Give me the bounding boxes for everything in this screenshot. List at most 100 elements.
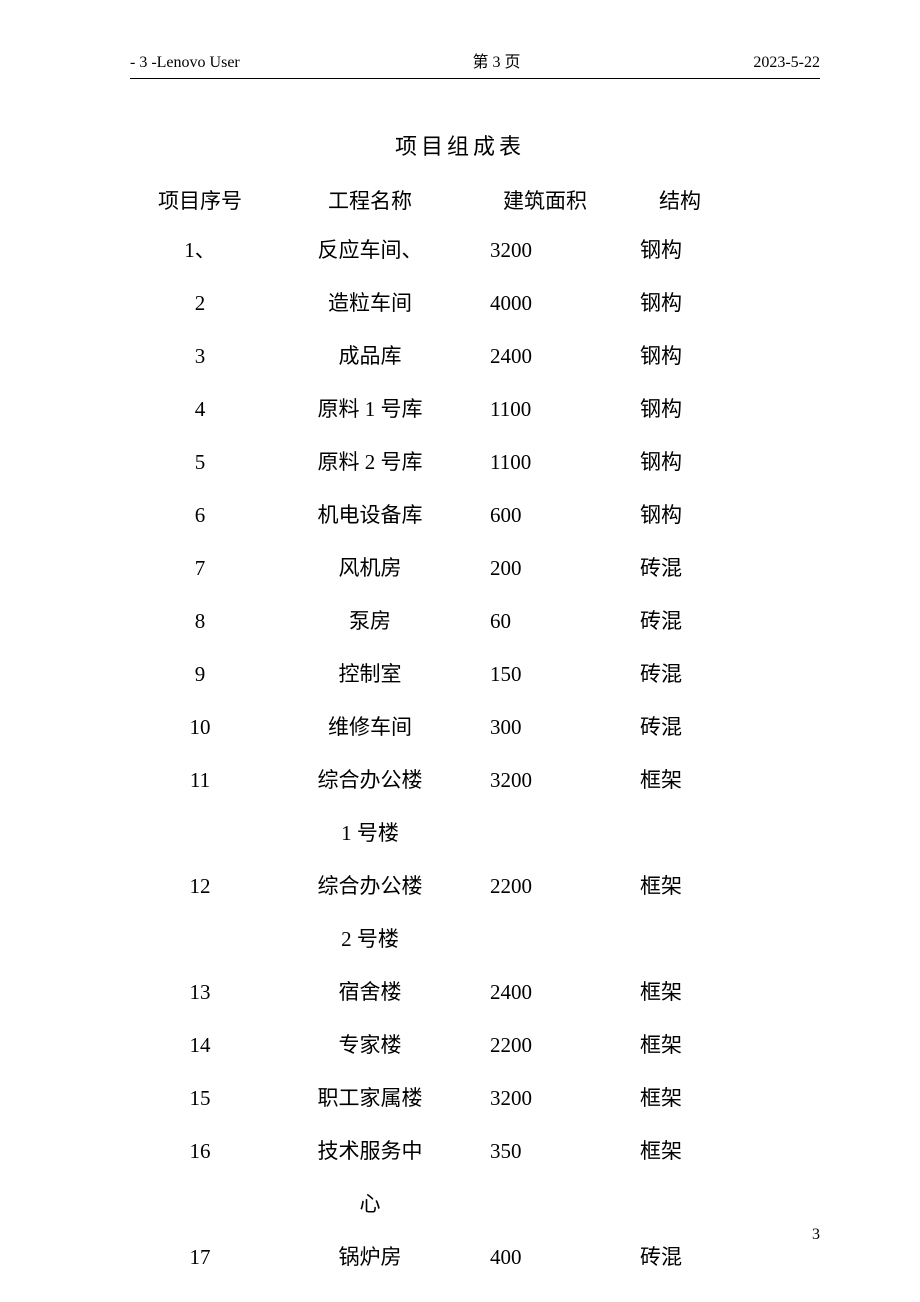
cell-seq: 7 <box>130 558 270 579</box>
cell-name: 反应车间、 <box>270 240 470 261</box>
cell-seq: 8 <box>130 611 270 632</box>
cell-seq-empty <box>130 929 270 950</box>
header-struct: 结构 <box>620 191 740 212</box>
table-row: 11综合办公楼3200框架 <box>130 770 790 791</box>
cell-area: 200 <box>470 558 620 579</box>
cell-struct: 钢构 <box>620 346 740 367</box>
cell-name: 控制室 <box>270 664 470 685</box>
cell-name: 原料 2 号库 <box>270 452 470 473</box>
page-header: - 3 -Lenovo User 第 3 页 2023-5-22 <box>130 0 820 79</box>
cell-struct: 框架 <box>620 1035 740 1056</box>
cell-struct: 砖混 <box>620 1247 740 1268</box>
cell-name: 锅炉房 <box>270 1247 470 1268</box>
cell-name: 机电设备库 <box>270 505 470 526</box>
cell-struct: 钢构 <box>620 293 740 314</box>
cell-area: 1100 <box>470 399 620 420</box>
cell-area: 3200 <box>470 240 620 261</box>
cell-seq-empty <box>130 1194 270 1215</box>
table-row: 3成品库2400钢构 <box>130 346 790 367</box>
cell-struct: 框架 <box>620 982 740 1003</box>
table-row: 16技术服务中350框架 <box>130 1141 790 1162</box>
cell-seq: 15 <box>130 1088 270 1109</box>
cell-struct: 框架 <box>620 1141 740 1162</box>
cell-seq: 11 <box>130 770 270 791</box>
header-name: 工程名称 <box>270 191 470 212</box>
cell-name: 宿舍楼 <box>270 982 470 1003</box>
cell-name: 成品库 <box>270 346 470 367</box>
cell-seq: 3 <box>130 346 270 367</box>
cell-struct: 砖混 <box>620 717 740 738</box>
cell-seq-empty <box>130 823 270 844</box>
cell-seq: 9 <box>130 664 270 685</box>
header-left-text: - 3 -Lenovo User <box>130 54 240 72</box>
cell-struct: 砖混 <box>620 611 740 632</box>
table-row: 7风机房200砖混 <box>130 558 790 579</box>
header-area: 建筑面积 <box>470 191 620 212</box>
table-row: 12综合办公楼2200框架 <box>130 876 790 897</box>
cell-name: 风机房 <box>270 558 470 579</box>
header-seq: 项目序号 <box>130 191 270 212</box>
cell-name: 泵房 <box>270 611 470 632</box>
cell-struct: 钢构 <box>620 452 740 473</box>
cell-area: 1100 <box>470 452 620 473</box>
table-row: 14专家楼2200框架 <box>130 1035 790 1056</box>
cell-area: 60 <box>470 611 620 632</box>
cell-seq: 6 <box>130 505 270 526</box>
cell-area: 2200 <box>470 876 620 897</box>
cell-seq: 12 <box>130 876 270 897</box>
cell-struct: 钢构 <box>620 399 740 420</box>
cell-area: 3200 <box>470 1088 620 1109</box>
project-table: 项目序号 工程名称 建筑面积 结构 1、反应车间、3200钢构 2造粒车间4000… <box>0 191 920 1268</box>
cell-struct-empty <box>620 1194 740 1215</box>
table-row: 8泵房60砖混 <box>130 611 790 632</box>
table-row-continuation: 2 号楼 <box>130 929 790 950</box>
cell-seq: 4 <box>130 399 270 420</box>
cell-struct-empty <box>620 929 740 950</box>
table-header-row: 项目序号 工程名称 建筑面积 结构 <box>130 191 790 212</box>
cell-name-line2: 心 <box>270 1194 470 1215</box>
table-row-continuation: 心 <box>130 1194 790 1215</box>
cell-area: 300 <box>470 717 620 738</box>
table-row: 9控制室150砖混 <box>130 664 790 685</box>
cell-area: 2400 <box>470 346 620 367</box>
cell-struct: 砖混 <box>620 664 740 685</box>
cell-seq: 16 <box>130 1141 270 1162</box>
cell-seq: 14 <box>130 1035 270 1056</box>
cell-area: 350 <box>470 1141 620 1162</box>
page-title: 项目组成表 <box>0 129 920 161</box>
header-right-date: 2023-5-22 <box>753 54 820 72</box>
cell-area-empty <box>470 1194 620 1215</box>
cell-struct: 框架 <box>620 876 740 897</box>
cell-area: 150 <box>470 664 620 685</box>
cell-name: 综合办公楼 <box>270 770 470 791</box>
cell-seq: 5 <box>130 452 270 473</box>
page-number: 3 <box>812 1226 820 1244</box>
cell-area-empty <box>470 823 620 844</box>
cell-struct: 砖混 <box>620 558 740 579</box>
cell-struct-empty <box>620 823 740 844</box>
cell-seq: 13 <box>130 982 270 1003</box>
cell-struct: 框架 <box>620 1088 740 1109</box>
cell-seq: 10 <box>130 717 270 738</box>
cell-name-line2: 1 号楼 <box>270 823 470 844</box>
header-center-text: 第 3 页 <box>473 48 521 72</box>
cell-name-line2: 2 号楼 <box>270 929 470 950</box>
cell-area: 2400 <box>470 982 620 1003</box>
cell-area-empty <box>470 929 620 950</box>
table-row: 1、反应车间、3200钢构 <box>130 240 790 261</box>
cell-name: 综合办公楼 <box>270 876 470 897</box>
cell-name: 技术服务中 <box>270 1141 470 1162</box>
cell-seq: 17 <box>130 1247 270 1268</box>
cell-area: 400 <box>470 1247 620 1268</box>
cell-name: 原料 1 号库 <box>270 399 470 420</box>
cell-name: 造粒车间 <box>270 293 470 314</box>
cell-area: 4000 <box>470 293 620 314</box>
table-row: 4原料 1 号库1100钢构 <box>130 399 790 420</box>
table-row: 17锅炉房400砖混 <box>130 1247 790 1268</box>
table-row: 2造粒车间4000钢构 <box>130 293 790 314</box>
cell-struct: 框架 <box>620 770 740 791</box>
cell-struct: 钢构 <box>620 505 740 526</box>
table-row: 15职工家属楼3200框架 <box>130 1088 790 1109</box>
table-row: 6机电设备库600钢构 <box>130 505 790 526</box>
cell-name: 维修车间 <box>270 717 470 738</box>
